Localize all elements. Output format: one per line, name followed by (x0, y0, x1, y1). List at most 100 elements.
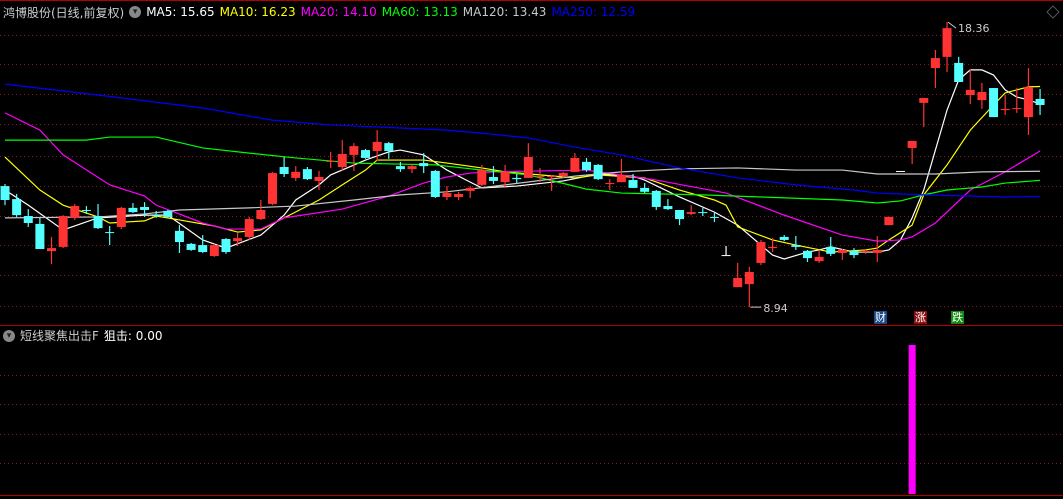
candle-body (896, 170, 906, 172)
candle-body (640, 187, 650, 192)
candle-body (675, 209, 685, 220)
ma-line-ma250 (4, 83, 1041, 198)
ma60-label: MA60: 13.13 (381, 5, 458, 19)
candle-body (535, 176, 545, 178)
candle-body (686, 212, 696, 214)
candle-body (733, 278, 743, 288)
candle-body (47, 248, 57, 252)
low-price-label: 8.94 (763, 302, 788, 315)
ma-line-ma10 (4, 85, 1041, 253)
candle-body (977, 91, 987, 101)
candle-body (186, 243, 196, 250)
candle-body (337, 154, 347, 168)
ma10-label: MA10: 16.23 (219, 5, 296, 19)
candle-body (814, 256, 824, 262)
high-price-label: 18.36 (958, 22, 990, 35)
candle-body (23, 216, 33, 223)
candle-body (256, 209, 266, 220)
candle-body (779, 236, 789, 240)
candle-body (768, 246, 778, 249)
candle-body (523, 157, 533, 178)
candle-body (81, 209, 91, 211)
indicator-header: ▾ 短线聚焦出击F 狙击: 0.00 (3, 327, 162, 344)
indicator-value: 狙击: 0.00 (103, 329, 163, 343)
candle-body (849, 250, 859, 256)
chevron-down-icon[interactable]: ▾ (3, 329, 15, 342)
candle-body (58, 216, 68, 247)
candle-body (163, 210, 173, 217)
candle-body (395, 166, 405, 170)
chart-header: 鸿博股份(日线,前复权) ▾ MA5: 15.65 MA10: 16.23 MA… (3, 4, 635, 20)
candle-body (116, 207, 126, 227)
candle-body (70, 206, 80, 218)
rise-badge[interactable]: 涨 (914, 311, 927, 324)
candle-body (326, 160, 336, 162)
candle-body (35, 223, 45, 250)
candle-body (442, 193, 452, 197)
ma120-label: MA120: 13.43 (462, 5, 547, 19)
candle-body (547, 176, 557, 178)
candle-body (907, 140, 917, 148)
ma5-label: MA5: 15.65 (146, 5, 215, 19)
candle-body (419, 163, 429, 167)
candle-body (302, 169, 312, 180)
candle-body (407, 166, 417, 170)
candle-body (709, 216, 719, 218)
candle-body (291, 171, 301, 178)
candle-body (989, 88, 999, 118)
candle-body (233, 238, 243, 242)
candle-body (93, 216, 103, 229)
candle-body (430, 170, 440, 197)
candle-body (663, 206, 673, 210)
ma250-label: MA250: 12.59 (551, 5, 636, 19)
fall-badge[interactable]: 跌 (951, 311, 964, 324)
candle-body (721, 255, 731, 257)
candle-body (582, 161, 591, 171)
candle-body (209, 245, 219, 256)
candle-body (488, 177, 498, 181)
candle-body (384, 143, 394, 151)
candle-body (872, 249, 882, 253)
indicator-bar (908, 345, 916, 494)
candle-body (267, 173, 277, 204)
candle-body (605, 183, 615, 185)
finance-badge[interactable]: 财 (874, 311, 887, 324)
stock-title: 鸿博股份(日线,前复权) (3, 5, 125, 20)
candle-body (791, 245, 801, 247)
candle-body (802, 250, 812, 259)
candle-body (1023, 87, 1033, 118)
candle-body (884, 216, 894, 226)
ma-line-ma20 (4, 112, 1041, 242)
candle-body (221, 239, 231, 253)
candle-body (756, 242, 766, 263)
candle-body (837, 249, 847, 253)
candle-body (349, 146, 359, 155)
candle-body (361, 150, 371, 158)
candle-body (0, 186, 10, 200)
high-marker (947, 21, 957, 29)
candle-body (279, 167, 289, 174)
candle-body (826, 246, 836, 254)
candle-body (744, 272, 754, 285)
candle-body (954, 62, 964, 82)
candle-body (570, 157, 580, 172)
candle-body (1000, 108, 1010, 111)
candle-body (174, 230, 184, 243)
candle-body (512, 177, 522, 180)
candle-body (454, 193, 464, 197)
ma-line-ma5 (4, 69, 1041, 260)
indicator-name: 短线聚焦出击F (20, 329, 99, 343)
candle-body (1012, 108, 1022, 110)
candle-body (698, 212, 708, 214)
candle-body (965, 89, 975, 96)
candle-body (919, 98, 929, 103)
candle-body (128, 207, 138, 213)
candle-body (861, 250, 871, 253)
candle-body (12, 199, 22, 216)
candle-body (1035, 98, 1045, 105)
chevron-down-icon[interactable]: ▾ (129, 6, 142, 18)
candle-body (151, 215, 161, 217)
candle-body (372, 141, 382, 151)
candle-body (105, 232, 115, 234)
